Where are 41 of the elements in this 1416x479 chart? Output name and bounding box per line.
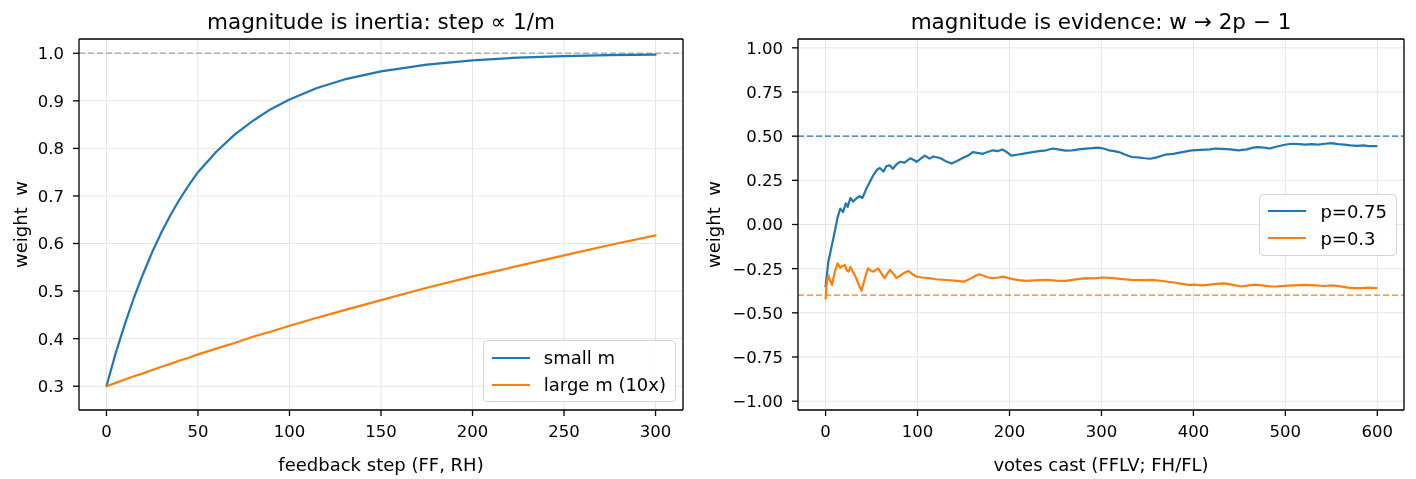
- x-tick-label: 150: [365, 421, 397, 441]
- legend-label: small m: [543, 347, 615, 368]
- y-tick-label: 0.8: [37, 139, 64, 159]
- y-tick-label: 0.3: [37, 377, 64, 397]
- legend-label: p=0.3: [1320, 227, 1376, 249]
- x-tick-label: 0: [820, 421, 831, 441]
- chart-title: magnitude is inertia: step ∝ 1/m: [206, 8, 556, 36]
- y-tick-label: 0.4: [37, 329, 64, 349]
- y-tick-label: −0.50: [732, 303, 783, 323]
- y-tick-label: 0.9: [37, 91, 64, 111]
- y-tick-label: 0.6: [37, 234, 64, 254]
- x-axis-title: feedback step (FF, RH): [278, 453, 484, 475]
- y-tick-label: 0.25: [746, 171, 783, 191]
- x-tick-label: 200: [993, 421, 1026, 441]
- x-tick-label: 0: [101, 421, 112, 441]
- x-tick-label: 100: [273, 421, 306, 441]
- x-tick-label: 300: [639, 421, 672, 441]
- y-tick-label: 0.75: [746, 82, 783, 102]
- legend-label: large m (10x): [543, 374, 666, 395]
- y-tick-label: −1.00: [732, 392, 783, 412]
- x-tick-label: 300: [1085, 421, 1118, 441]
- x-tick-label: 50: [187, 421, 209, 441]
- x-tick-label: 600: [1361, 421, 1394, 441]
- x-tick-label: 400: [1177, 421, 1210, 441]
- y-tick-label: 0.00: [746, 215, 783, 235]
- y-tick-label: 1.00: [746, 38, 783, 58]
- y-axis-title: weight w: [702, 181, 724, 268]
- y-tick-label: 0.7: [37, 186, 64, 206]
- y-tick-label: −0.25: [732, 259, 783, 279]
- y-tick-label: −0.75: [732, 347, 783, 367]
- y-tick-label: 1.0: [37, 44, 64, 64]
- y-tick-label: 0.50: [746, 127, 783, 147]
- x-tick-label: 500: [1269, 421, 1302, 441]
- x-tick-label: 250: [548, 421, 580, 441]
- x-tick-label: 100: [901, 421, 934, 441]
- legend-label: p=0.75: [1320, 200, 1387, 222]
- x-tick-label: 200: [456, 421, 489, 441]
- y-axis-title: weight w: [9, 181, 31, 268]
- chart-title: magnitude is evidence: w → 2p − 1: [909, 8, 1293, 36]
- x-axis-title: votes cast (FFLV; FH/FL): [993, 453, 1209, 475]
- y-tick-label: 0.5: [37, 281, 64, 301]
